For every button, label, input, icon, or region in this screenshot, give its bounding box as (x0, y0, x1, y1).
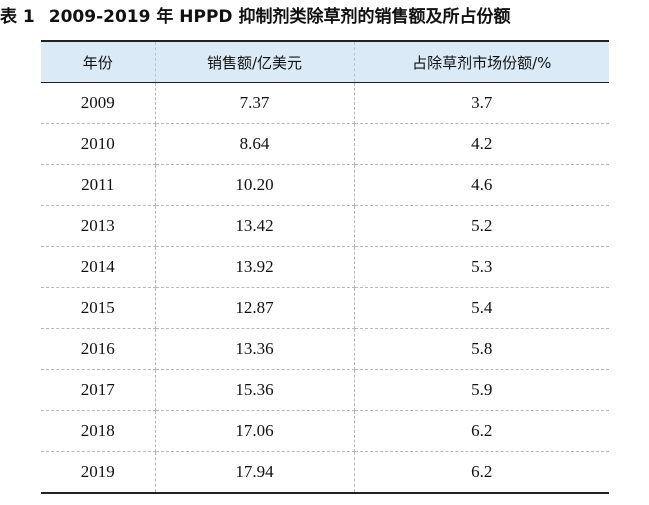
header-share: 占除草剂市场份额/% (353, 40, 609, 83)
cell-share: 4.2 (353, 123, 609, 165)
cell-year: 2009 (41, 82, 156, 124)
cell-share: 6.2 (353, 410, 609, 452)
table-row: 2018 17.06 6.2 (41, 410, 609, 452)
cell-share: 3.7 (353, 82, 609, 124)
table-title: 2009-2019 年 HPPD 抑制剂类除草剂的销售额及所占份额 (48, 7, 511, 27)
cell-year: 2018 (41, 410, 156, 452)
cell-share: 5.4 (353, 287, 609, 329)
table-row: 2010 8.64 4.2 (41, 123, 609, 165)
cell-year: 2015 (41, 287, 156, 329)
table-row: 2017 15.36 5.9 (41, 369, 609, 411)
table-body: 2009 7.37 3.7 2010 8.64 4.2 2011 10.20 4… (41, 82, 609, 494)
cell-sales: 10.20 (154, 164, 355, 206)
cell-sales: 8.64 (154, 123, 355, 165)
cell-share: 5.3 (353, 246, 609, 288)
table-number: 表 1 (0, 7, 35, 27)
table-row: 2014 13.92 5.3 (41, 246, 609, 288)
cell-year: 2017 (41, 369, 156, 411)
cell-sales: 13.36 (154, 328, 355, 370)
cell-sales: 17.06 (154, 410, 355, 452)
table-header: 年份 销售额/亿美元 占除草剂市场份额/% (41, 40, 609, 83)
cell-share: 4.6 (353, 164, 609, 206)
cell-share: 6.2 (353, 451, 609, 494)
cell-year: 2019 (41, 451, 156, 494)
cell-year: 2013 (41, 205, 156, 247)
cell-share: 5.2 (353, 205, 609, 247)
sales-table: 年份 销售额/亿美元 占除草剂市场份额/% 2009 7.37 3.7 2010… (41, 40, 609, 494)
cell-year: 2014 (41, 246, 156, 288)
header-sales: 销售额/亿美元 (154, 40, 355, 83)
cell-sales: 7.37 (154, 82, 355, 124)
table-caption: 表 1 2009-2019 年 HPPD 抑制剂类除草剂的销售额及所占份额 (0, 4, 510, 30)
header-year: 年份 (41, 40, 156, 83)
cell-sales: 13.42 (154, 205, 355, 247)
table-row: 2016 13.36 5.8 (41, 328, 609, 370)
header-row: 年份 销售额/亿美元 占除草剂市场份额/% (41, 40, 609, 83)
cell-sales: 15.36 (154, 369, 355, 411)
table-row: 2019 17.94 6.2 (41, 451, 609, 494)
table-row: 2009 7.37 3.7 (41, 82, 609, 124)
cell-sales: 13.92 (154, 246, 355, 288)
cell-year: 2010 (41, 123, 156, 165)
cell-year: 2016 (41, 328, 156, 370)
cell-share: 5.8 (353, 328, 609, 370)
table-row: 2011 10.20 4.6 (41, 164, 609, 206)
table-row: 2015 12.87 5.4 (41, 287, 609, 329)
cell-sales: 12.87 (154, 287, 355, 329)
cell-year: 2011 (41, 164, 156, 206)
table-row: 2013 13.42 5.2 (41, 205, 609, 247)
cell-share: 5.9 (353, 369, 609, 411)
cell-sales: 17.94 (154, 451, 355, 494)
